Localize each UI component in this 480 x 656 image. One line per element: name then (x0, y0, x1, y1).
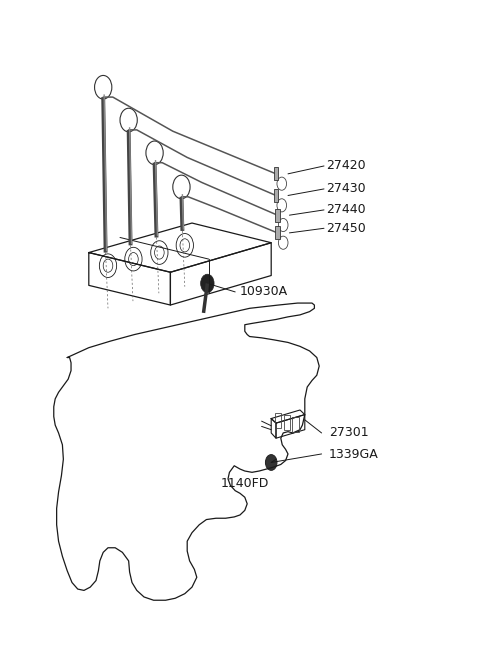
Circle shape (201, 274, 214, 293)
Bar (274, 189, 278, 202)
Bar (274, 167, 278, 180)
Text: 27301: 27301 (329, 426, 369, 440)
Bar (275, 226, 280, 239)
Text: 27440: 27440 (326, 203, 366, 216)
Text: 1140FD: 1140FD (221, 477, 269, 490)
Bar (275, 413, 281, 428)
Text: 1339GA: 1339GA (329, 448, 379, 461)
Bar (292, 417, 299, 432)
Bar (284, 415, 290, 430)
Text: 27430: 27430 (326, 182, 366, 195)
Text: 10930A: 10930A (240, 285, 288, 298)
Text: 27450: 27450 (326, 222, 366, 235)
Bar (275, 209, 280, 222)
Circle shape (265, 455, 277, 470)
Text: 27420: 27420 (326, 159, 366, 173)
